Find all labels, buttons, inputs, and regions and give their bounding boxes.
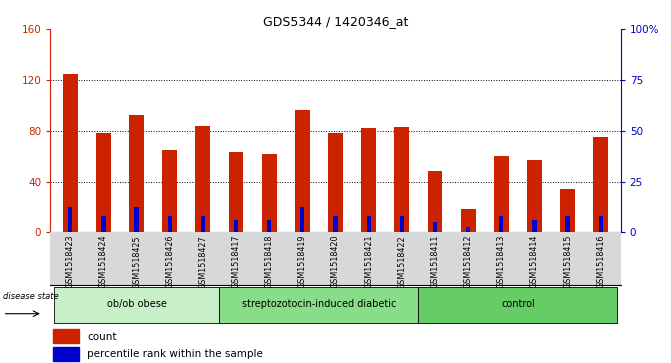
Bar: [295, 110, 310, 232]
Bar: [53, 347, 79, 361]
Text: streptozotocin-induced diabetic: streptozotocin-induced diabetic: [242, 299, 396, 309]
Text: GSM1518416: GSM1518416: [597, 235, 605, 288]
Text: control: control: [501, 299, 535, 309]
Bar: [267, 220, 271, 232]
Bar: [366, 216, 371, 232]
Bar: [433, 222, 437, 232]
Bar: [395, 127, 409, 232]
Bar: [560, 189, 575, 232]
Bar: [201, 216, 205, 232]
Bar: [300, 207, 305, 232]
Text: GSM1518413: GSM1518413: [497, 235, 506, 288]
Bar: [162, 150, 177, 232]
Text: GSM1518412: GSM1518412: [464, 235, 472, 289]
Text: GSM1518426: GSM1518426: [165, 235, 174, 289]
Bar: [134, 207, 139, 232]
Text: GSM1518419: GSM1518419: [298, 235, 307, 289]
Text: GSM1518415: GSM1518415: [563, 235, 572, 289]
Bar: [566, 216, 570, 232]
Text: GSM1518421: GSM1518421: [364, 235, 373, 289]
Bar: [599, 216, 603, 232]
Bar: [494, 156, 509, 232]
Bar: [234, 220, 238, 232]
Bar: [532, 220, 537, 232]
Text: GSM1518424: GSM1518424: [99, 235, 108, 289]
Bar: [593, 137, 608, 232]
Bar: [53, 329, 79, 343]
Text: GSM1518414: GSM1518414: [530, 235, 539, 288]
FancyBboxPatch shape: [219, 287, 419, 323]
Bar: [168, 216, 172, 232]
Text: GSM1518418: GSM1518418: [264, 235, 274, 288]
Text: ob/ob obese: ob/ob obese: [107, 299, 166, 309]
Text: GSM1518420: GSM1518420: [331, 235, 340, 289]
Text: count: count: [87, 331, 117, 342]
Bar: [466, 227, 470, 232]
Bar: [96, 133, 111, 232]
Bar: [129, 115, 144, 232]
Bar: [461, 209, 476, 232]
Bar: [361, 128, 376, 232]
Bar: [400, 216, 404, 232]
Text: GSM1518425: GSM1518425: [132, 235, 141, 289]
Bar: [499, 216, 503, 232]
FancyBboxPatch shape: [54, 287, 219, 323]
Bar: [101, 216, 105, 232]
Text: GSM1518422: GSM1518422: [397, 235, 407, 289]
Bar: [195, 126, 210, 232]
Bar: [427, 171, 442, 232]
Bar: [229, 152, 244, 232]
Text: GSM1518411: GSM1518411: [431, 235, 440, 288]
Text: percentile rank within the sample: percentile rank within the sample: [87, 349, 263, 359]
Text: GSM1518417: GSM1518417: [231, 235, 240, 289]
Bar: [63, 73, 78, 232]
Title: GDS5344 / 1420346_at: GDS5344 / 1420346_at: [263, 15, 408, 28]
Text: disease state: disease state: [3, 291, 58, 301]
Bar: [333, 216, 338, 232]
Bar: [68, 207, 72, 232]
Bar: [328, 133, 343, 232]
Bar: [262, 154, 276, 232]
Bar: [527, 160, 542, 232]
FancyBboxPatch shape: [419, 287, 617, 323]
Text: GSM1518427: GSM1518427: [199, 235, 207, 289]
Text: GSM1518423: GSM1518423: [66, 235, 74, 289]
